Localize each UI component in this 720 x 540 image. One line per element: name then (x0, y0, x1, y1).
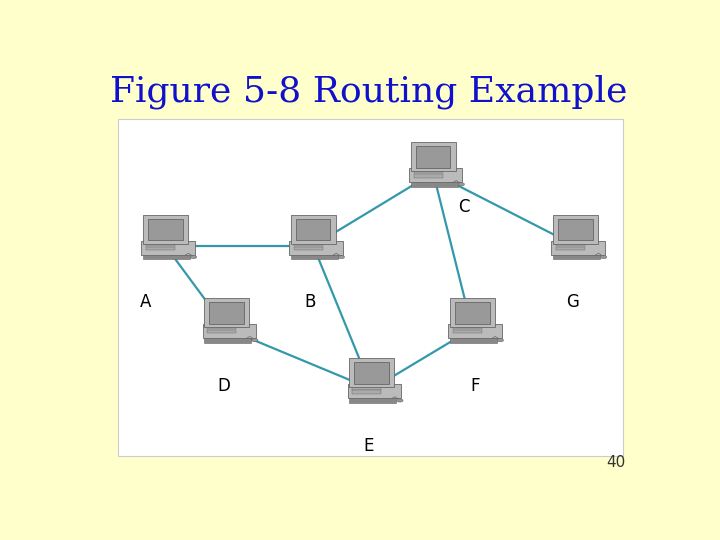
FancyBboxPatch shape (143, 215, 188, 244)
FancyBboxPatch shape (556, 247, 585, 251)
FancyBboxPatch shape (449, 298, 495, 327)
FancyBboxPatch shape (354, 362, 389, 384)
FancyBboxPatch shape (291, 255, 338, 260)
FancyBboxPatch shape (145, 247, 175, 251)
FancyBboxPatch shape (416, 146, 451, 168)
FancyBboxPatch shape (207, 330, 236, 334)
FancyBboxPatch shape (294, 243, 323, 246)
FancyBboxPatch shape (552, 241, 605, 255)
Ellipse shape (498, 339, 503, 342)
Text: A: A (140, 294, 151, 312)
FancyBboxPatch shape (453, 326, 482, 329)
FancyBboxPatch shape (448, 324, 502, 338)
FancyBboxPatch shape (141, 241, 194, 255)
FancyBboxPatch shape (352, 390, 382, 394)
FancyBboxPatch shape (556, 243, 585, 246)
FancyBboxPatch shape (204, 298, 249, 327)
FancyBboxPatch shape (410, 182, 458, 187)
FancyBboxPatch shape (118, 119, 623, 456)
Ellipse shape (252, 339, 258, 342)
FancyBboxPatch shape (409, 168, 462, 182)
Text: G: G (566, 294, 579, 312)
Ellipse shape (458, 183, 464, 186)
FancyBboxPatch shape (348, 384, 401, 399)
Text: F: F (470, 377, 480, 395)
FancyBboxPatch shape (410, 142, 456, 171)
Text: Figure 5-8 Routing Example: Figure 5-8 Routing Example (110, 75, 628, 109)
FancyBboxPatch shape (143, 255, 190, 260)
FancyBboxPatch shape (148, 219, 183, 240)
FancyBboxPatch shape (289, 241, 343, 255)
FancyBboxPatch shape (413, 174, 443, 178)
FancyBboxPatch shape (349, 358, 395, 387)
Ellipse shape (338, 255, 344, 259)
FancyBboxPatch shape (145, 243, 175, 246)
FancyBboxPatch shape (553, 215, 598, 244)
Text: C: C (458, 198, 469, 216)
FancyBboxPatch shape (207, 326, 236, 329)
FancyBboxPatch shape (449, 338, 497, 343)
FancyBboxPatch shape (296, 219, 330, 240)
FancyBboxPatch shape (553, 255, 600, 260)
FancyBboxPatch shape (294, 247, 323, 251)
FancyBboxPatch shape (455, 302, 490, 323)
FancyBboxPatch shape (352, 386, 382, 389)
FancyBboxPatch shape (558, 219, 593, 240)
Text: 40: 40 (606, 455, 626, 470)
FancyBboxPatch shape (202, 324, 256, 338)
FancyBboxPatch shape (291, 215, 336, 244)
Ellipse shape (600, 255, 607, 259)
FancyBboxPatch shape (210, 302, 244, 323)
Text: E: E (364, 437, 374, 455)
FancyBboxPatch shape (413, 170, 443, 173)
FancyBboxPatch shape (349, 398, 396, 403)
Text: D: D (217, 377, 230, 395)
Ellipse shape (190, 255, 197, 259)
Text: B: B (305, 294, 316, 312)
FancyBboxPatch shape (453, 330, 482, 334)
FancyBboxPatch shape (204, 338, 251, 343)
Ellipse shape (397, 399, 403, 402)
